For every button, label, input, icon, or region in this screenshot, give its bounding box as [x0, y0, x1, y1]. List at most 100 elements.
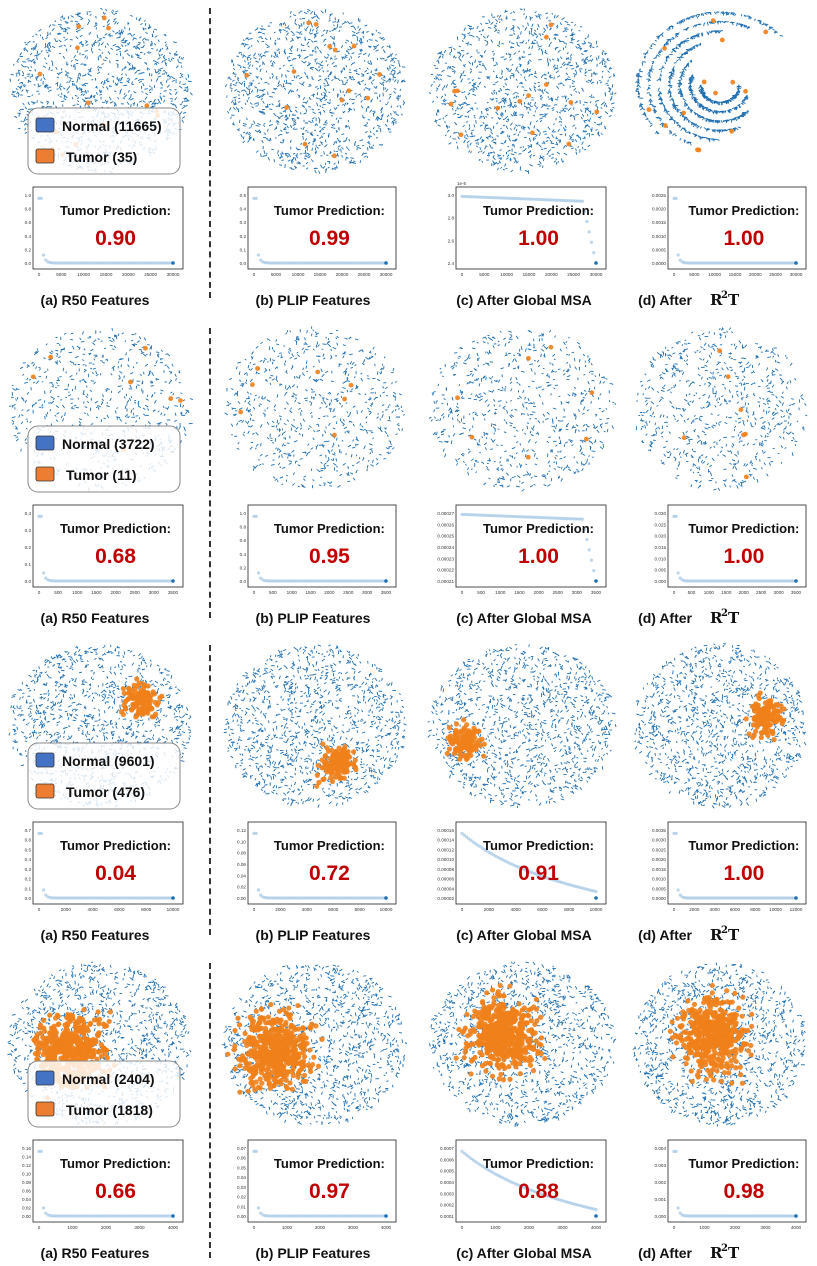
normal-point — [648, 93, 652, 96]
normal-point — [168, 52, 172, 55]
normal-point — [468, 127, 471, 131]
x-tick-label: 20000 — [122, 272, 135, 277]
normal-point — [379, 82, 383, 85]
normal-point — [345, 156, 348, 161]
normal-point — [716, 120, 719, 123]
normal-point — [323, 151, 325, 155]
normal-point — [556, 151, 561, 155]
normal-point — [435, 119, 437, 124]
normal-point — [241, 42, 244, 46]
normal-point — [511, 139, 516, 142]
normal-point — [361, 152, 365, 156]
normal-point — [513, 10, 515, 14]
normal-point — [242, 71, 245, 74]
normal-point — [681, 75, 685, 77]
normal-point — [452, 79, 456, 82]
normal-point — [19, 85, 23, 89]
normal-point — [676, 44, 680, 46]
normal-point — [738, 87, 742, 90]
normal-point — [513, 112, 515, 116]
normal-point — [164, 41, 167, 44]
normal-point — [500, 127, 502, 130]
normal-point — [680, 41, 683, 44]
normal-point — [314, 123, 317, 127]
normal-point — [305, 155, 309, 159]
normal-point — [62, 55, 65, 59]
normal-point — [543, 140, 546, 145]
normal-point — [254, 28, 258, 31]
normal-point — [112, 20, 115, 23]
normal-point — [715, 30, 719, 34]
normal-point — [522, 150, 525, 152]
normal-point — [360, 100, 363, 103]
normal-point — [247, 133, 251, 136]
normal-point — [523, 148, 527, 151]
normal-point — [251, 106, 254, 109]
normal-point — [578, 44, 581, 48]
normal-point — [390, 64, 395, 67]
normal-point — [134, 401, 137, 404]
normal-point — [574, 114, 579, 116]
normal-point — [304, 72, 307, 76]
normal-point — [282, 139, 285, 144]
normal-point — [256, 40, 260, 43]
normal-point — [242, 66, 245, 69]
normal-point — [278, 67, 282, 70]
normal-point — [690, 16, 694, 19]
normal-point — [468, 150, 471, 153]
normal-point — [95, 85, 98, 89]
normal-point — [121, 44, 124, 47]
normal-point — [596, 123, 600, 126]
normal-point — [378, 144, 382, 146]
tumor-point — [313, 21, 319, 27]
x-tick-label: 5000 — [271, 272, 282, 277]
normal-point — [308, 155, 311, 158]
normal-point — [575, 91, 578, 93]
normal-point — [109, 339, 114, 343]
normal-point — [437, 60, 440, 64]
normal-point — [82, 82, 86, 86]
normal-point — [565, 42, 568, 45]
normal-point — [76, 88, 79, 91]
normal-point — [527, 39, 530, 42]
normal-point — [148, 85, 151, 88]
normal-point — [283, 126, 287, 130]
normal-point — [170, 102, 174, 106]
normal-point — [329, 71, 332, 75]
normal-point — [285, 153, 287, 157]
normal-point — [106, 79, 110, 83]
normal-point — [522, 127, 525, 130]
tumor-prediction-label: Tumor Prediction: — [483, 203, 594, 218]
x-tick-label: 30000 — [790, 272, 803, 277]
column-caption: (a) R50 Features — [41, 292, 150, 308]
normal-point — [108, 96, 112, 101]
normal-point — [454, 122, 458, 126]
normal-point — [515, 68, 518, 72]
normal-point — [89, 14, 92, 16]
normal-point — [683, 40, 686, 43]
normal-point — [189, 92, 193, 96]
y-tick-label: 2.6 — [448, 238, 455, 243]
normal-point — [19, 52, 22, 56]
normal-point — [287, 59, 290, 62]
normal-point — [136, 43, 141, 46]
normal-point — [495, 97, 498, 100]
normal-point — [87, 21, 90, 26]
normal-point — [259, 65, 261, 68]
normal-point — [183, 111, 187, 114]
normal-point — [266, 139, 270, 141]
normal-point — [294, 22, 298, 26]
normal-point — [231, 59, 234, 63]
normal-point — [20, 64, 25, 68]
normal-point — [16, 92, 19, 95]
normal-point — [678, 91, 682, 93]
normal-point — [604, 111, 609, 115]
normal-point — [316, 26, 320, 29]
normal-point — [237, 64, 241, 67]
normal-point — [337, 78, 341, 82]
normal-point — [440, 95, 443, 99]
x-tick-label: 25000 — [769, 272, 782, 277]
normal-point — [103, 417, 106, 420]
normal-point — [340, 70, 343, 74]
normal-point — [497, 90, 501, 92]
